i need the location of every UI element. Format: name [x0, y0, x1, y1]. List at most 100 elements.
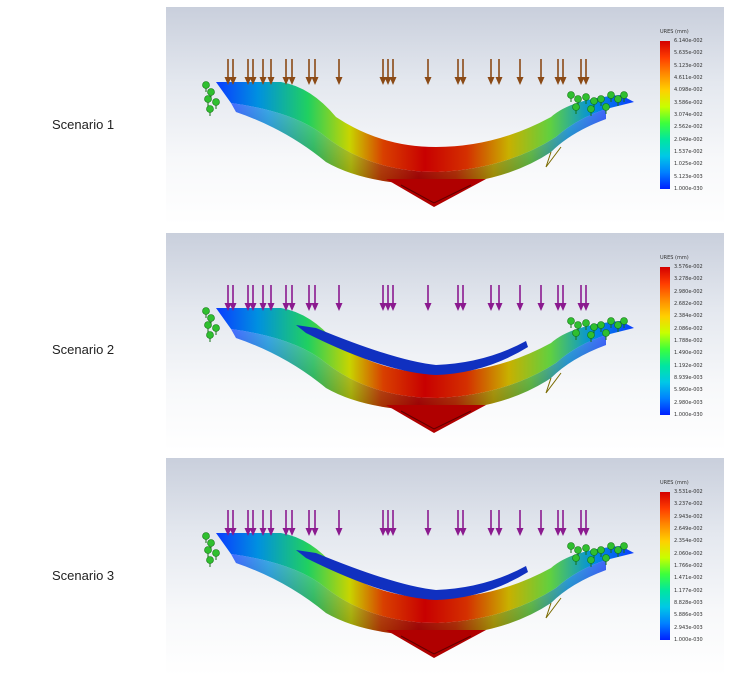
legend-tick: 5.960e-003	[674, 387, 703, 394]
legend-title: URES (mm)	[660, 29, 689, 35]
legend-tick: 1.025e-002	[674, 161, 703, 168]
fixture-icon	[620, 542, 628, 553]
load-arrow-icon	[249, 510, 257, 536]
load-arrow-icon	[424, 59, 432, 85]
fixture-icon	[607, 317, 615, 328]
beam-bottom-v	[386, 405, 486, 433]
load-arrow-icon	[537, 59, 545, 85]
load-arrow-icon	[249, 59, 257, 85]
fixture-icon	[602, 329, 610, 340]
load-arrow-icon	[229, 510, 237, 536]
load-arrow-icon	[554, 510, 562, 536]
load-arrow-icon	[259, 59, 267, 85]
load-arrow-icon	[495, 59, 503, 85]
beam-bottom-v	[386, 179, 486, 207]
load-arrow-icon	[311, 59, 319, 85]
load-arrow-icon	[229, 285, 237, 311]
load-arrow-icon	[267, 59, 275, 85]
load-arrow-icon	[267, 285, 275, 311]
legend-tick: 2.649e-002	[674, 526, 703, 532]
load-arrow-icon	[389, 59, 397, 85]
legend-tick: 2.049e-002	[674, 136, 703, 143]
load-arrow-icon	[582, 510, 590, 536]
fixture-icon	[587, 105, 595, 116]
fixture-icon	[602, 554, 610, 565]
fixture-icon	[602, 103, 610, 114]
beam-brace	[545, 146, 562, 168]
scenario-1-panel: URES (mm) 6.140e-002 5.635e-002 5.123e-002…	[166, 7, 724, 225]
fixture-icon	[614, 546, 622, 557]
scenario-1-legend: URES (mm) 6.140e-002 5.635e-002 5.123e-002…	[660, 29, 724, 199]
load-arrow-icon	[259, 285, 267, 311]
scenario-1-label: Scenario 1	[52, 117, 115, 132]
legend-tick: 1.192e-002	[674, 362, 703, 369]
fixture-icon	[567, 317, 575, 328]
load-arrow-icon	[229, 59, 237, 85]
beam-bottom-edge	[400, 635, 472, 655]
fixture-icon	[582, 93, 590, 104]
scenario-1-simulation-view	[202, 59, 634, 207]
scenario-2-label: Scenario 2	[52, 342, 115, 357]
fixture-icon	[212, 324, 220, 335]
fixture-icon	[620, 91, 628, 102]
scenario-2-legend: URES (mm) 3.576e-002 3.278e-002 2.980e-002…	[660, 255, 724, 425]
load-arrow-icon	[224, 285, 232, 311]
load-arrow-icon	[335, 285, 343, 311]
fixture-icon	[614, 95, 622, 106]
legend-tick: 5.635e-002	[674, 50, 703, 57]
fixture-icon	[582, 319, 590, 330]
load-arrow-icon	[249, 285, 257, 311]
load-arrow-icon	[311, 285, 319, 311]
legend-tick: 1.766e-002	[674, 563, 703, 569]
fixture-icon	[587, 331, 595, 342]
load-arrow-icon	[495, 510, 503, 536]
legend-tick: 3.576e-002	[674, 264, 703, 270]
load-arrow-icon	[582, 59, 590, 85]
load-arrow-icon	[384, 285, 392, 311]
legend-tick: 1.000e-030	[674, 637, 703, 643]
load-arrow-icon	[379, 510, 387, 536]
legend-title: URES (mm)	[660, 480, 689, 486]
deformed-upper-plate	[296, 325, 528, 375]
legend-tick: 8.828e-003	[674, 600, 703, 606]
scenario-3-legend: URES (mm) 3.531e-002 3.237e-002 2.943e-002…	[660, 480, 724, 650]
load-arrow-icon	[335, 510, 343, 536]
legend-tick: 2.980e-002	[674, 288, 703, 295]
legend-tick: 2.682e-002	[674, 301, 703, 307]
load-arrow-icon	[244, 59, 252, 85]
beam-bottom-edge	[400, 184, 472, 204]
fixture-icon	[567, 91, 575, 102]
load-arrow-icon	[305, 285, 313, 311]
load-arrow-icon	[559, 285, 567, 311]
fixture-icon	[207, 539, 215, 550]
fixture-icon	[572, 329, 580, 340]
fixture-icon	[204, 546, 212, 557]
fixture-icon	[620, 317, 628, 328]
load-arrow-icon	[424, 510, 432, 536]
fixture-icon	[212, 98, 220, 109]
fixture-icon	[597, 95, 605, 106]
load-arrow-icon	[244, 285, 252, 311]
beam-side-shade	[231, 329, 606, 411]
legend-tick: 3.074e-002	[674, 112, 703, 118]
beam-brace	[545, 372, 562, 394]
legend-tick: 2.060e-002	[674, 550, 703, 557]
legend-tick: 8.939e-003	[674, 375, 703, 381]
load-arrow-icon	[577, 59, 585, 85]
load-arrow-icon	[577, 285, 585, 311]
legend-tick: 3.237e-002	[674, 501, 703, 508]
load-arrow-icon	[554, 285, 562, 311]
load-arrow-icon	[516, 285, 524, 311]
legend-tick: 1.177e-002	[674, 587, 703, 594]
load-arrow-icon	[282, 510, 290, 536]
scenario-3-panel: URES (mm) 3.531e-002 3.237e-002 2.943e-002…	[166, 458, 724, 676]
load-arrow-icon	[459, 285, 467, 311]
load-arrow-icon	[582, 285, 590, 311]
fixture-icon	[204, 321, 212, 332]
fixture-icon	[572, 103, 580, 114]
legend-title: URES (mm)	[660, 255, 689, 261]
load-arrow-icon	[389, 510, 397, 536]
legend-tick: 2.980e-003	[674, 399, 703, 406]
fixture-icon	[607, 542, 615, 553]
legend-tick: 4.098e-002	[674, 87, 703, 94]
